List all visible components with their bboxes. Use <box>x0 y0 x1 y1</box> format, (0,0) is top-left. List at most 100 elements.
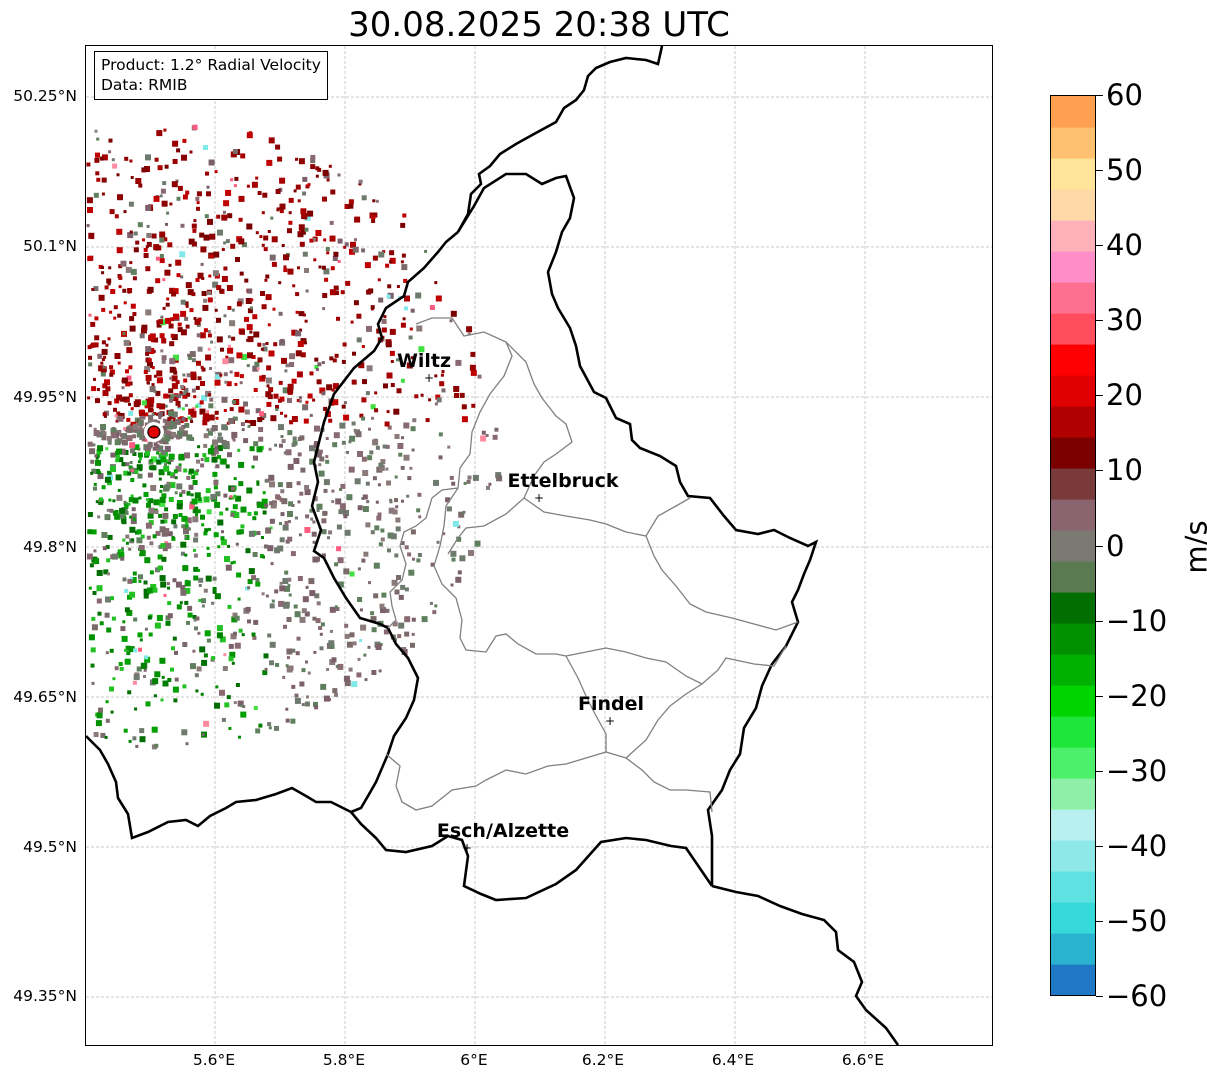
echo-pixel <box>262 670 268 676</box>
echo-pixel <box>133 648 137 653</box>
echo-pixel <box>400 584 406 590</box>
echo-pixel <box>177 404 181 408</box>
echo-pixel <box>397 634 402 639</box>
echo-pixel <box>161 200 168 207</box>
echo-pixel <box>215 416 219 420</box>
echo-pixel <box>157 565 163 571</box>
echo-pixel <box>381 592 387 598</box>
colorbar-segment <box>1051 468 1095 500</box>
echo-pixel <box>361 416 366 421</box>
echo-pixel <box>270 562 274 566</box>
echo-pixel <box>234 615 240 621</box>
echo-pixel <box>170 333 175 338</box>
echo-pixel <box>98 707 103 713</box>
echo-pixel <box>143 247 148 252</box>
echo-pixel <box>371 215 376 219</box>
echo-pixel <box>168 394 174 400</box>
echo-pixel <box>191 241 197 247</box>
echo-pixel <box>203 496 210 503</box>
echo-pixel <box>297 576 303 581</box>
city-marker-icon: + <box>604 714 616 728</box>
echo-pixel <box>459 392 465 398</box>
echo-pixel <box>238 238 245 245</box>
echo-pixel <box>90 663 95 668</box>
echo-pixel <box>178 463 182 467</box>
echo-pixel <box>381 327 387 333</box>
echo-pixel <box>435 295 442 302</box>
echo-pixel <box>395 526 401 532</box>
echo-pixel <box>148 348 155 354</box>
echo-pixel <box>116 411 121 416</box>
echo-pixel <box>247 308 253 314</box>
echo-pixel <box>105 596 111 603</box>
city-label-ettelbruck: Ettelbruck <box>507 470 619 492</box>
echo-pixel <box>305 184 310 189</box>
echo-pixel <box>217 229 223 236</box>
echo-pixel <box>141 429 146 434</box>
echo-pixel <box>235 495 242 502</box>
echo-pixel <box>401 436 404 440</box>
echo-pixel <box>92 591 97 595</box>
echo-pixel <box>108 150 112 154</box>
echo-pixel <box>232 149 238 154</box>
echo-pixel <box>266 365 272 371</box>
colorbar-tick <box>1096 320 1103 322</box>
colorbar-tick <box>1096 996 1103 997</box>
echo-pixel <box>189 308 194 313</box>
echo-pixel <box>326 178 330 182</box>
echo-pixel <box>100 732 106 738</box>
echo-pixel <box>192 124 198 130</box>
echo-pixel <box>172 578 177 583</box>
echo-pixel <box>396 388 402 394</box>
echo-pixel <box>354 238 357 242</box>
echo-pixel <box>287 228 292 234</box>
echo-pixel <box>217 436 224 443</box>
echo-pixel <box>203 433 209 439</box>
echo-pixel <box>106 572 110 576</box>
radar-map[interactable] <box>85 45 993 1046</box>
echo-pixel <box>105 545 110 549</box>
echo-pixel <box>259 411 265 417</box>
colorbar-segment <box>1051 778 1095 810</box>
echo-pixel <box>246 324 253 331</box>
echo-pixel <box>239 271 244 276</box>
colorbar-segment <box>1051 375 1095 407</box>
echo-pixel <box>287 398 292 403</box>
echo-pixel <box>470 351 476 357</box>
echo-pixel <box>128 547 132 551</box>
echo-pixel <box>389 257 396 264</box>
echo-pixel <box>116 448 122 455</box>
echo-pixel <box>277 482 283 488</box>
echo-pixel <box>267 633 272 638</box>
echo-pixel <box>157 165 163 171</box>
echo-pixel <box>244 316 249 322</box>
echo-pixel <box>165 302 170 307</box>
echo-pixel <box>113 305 118 310</box>
echo-pixel <box>238 735 241 739</box>
echo-pixel <box>455 359 462 366</box>
echo-pixel <box>172 288 179 295</box>
colorbar-unit-label: m/s <box>1179 520 1207 574</box>
echo-pixel <box>206 428 210 432</box>
echo-pixel <box>163 237 168 242</box>
echo-pixel <box>168 461 172 465</box>
echo-pixel <box>118 552 125 559</box>
echo-pixel <box>194 318 201 325</box>
echo-pixel <box>304 527 311 533</box>
echo-pixel <box>238 217 243 222</box>
echo-pixel <box>239 374 244 379</box>
echo-pixel <box>245 606 251 612</box>
echo-pixel <box>247 619 251 624</box>
echo-pixel <box>233 399 240 405</box>
echo-pixel <box>214 410 219 415</box>
echo-pixel <box>128 402 131 406</box>
echo-pixel <box>474 540 481 547</box>
echo-pixel <box>323 479 330 486</box>
echo-pixel <box>174 418 181 425</box>
echo-pixel <box>322 196 327 202</box>
echo-pixel <box>167 242 173 248</box>
echo-pixel <box>103 569 109 575</box>
echo-pixel <box>291 416 298 422</box>
echo-pixel <box>128 393 133 398</box>
echo-pixel <box>134 707 138 711</box>
